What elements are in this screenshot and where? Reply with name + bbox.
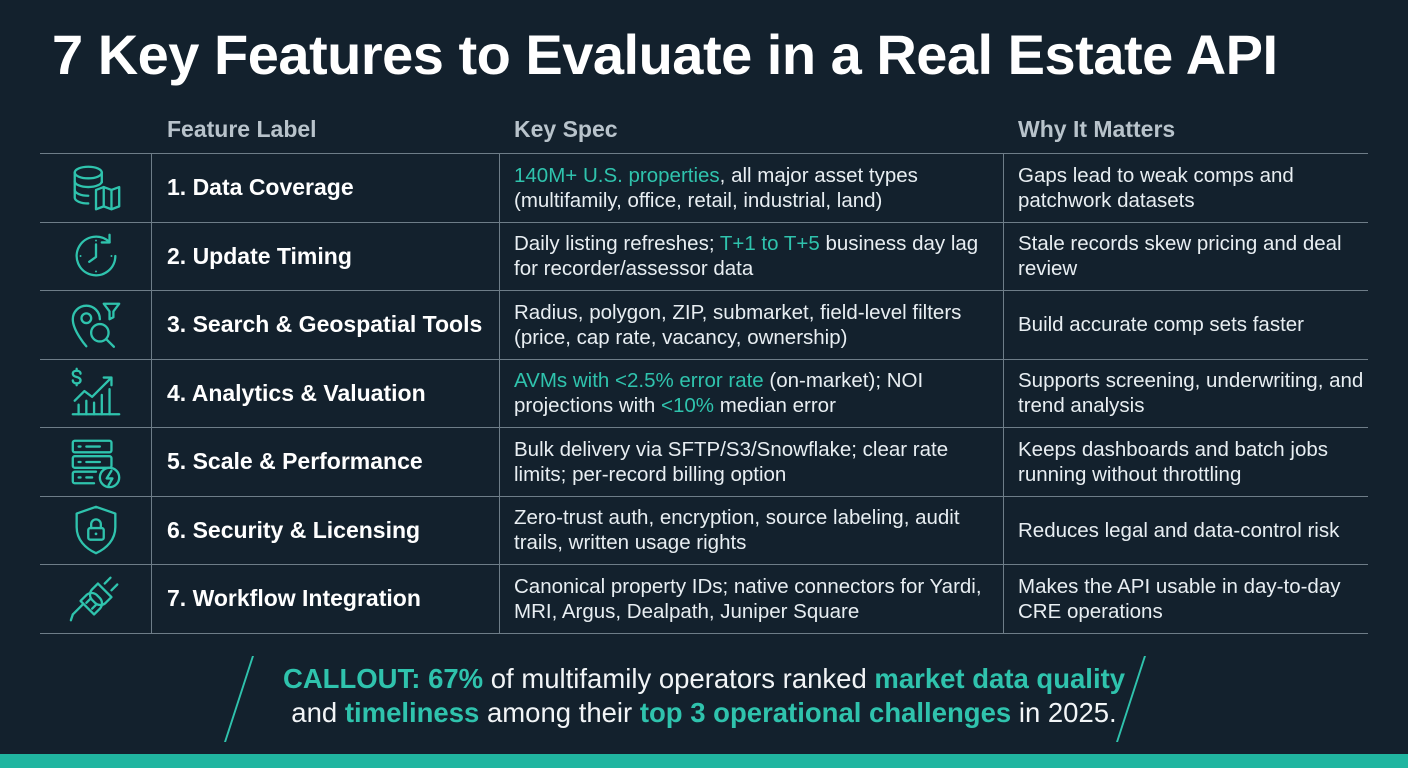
key-spec: Daily listing refreshes; T+1 to T+5 busi…: [500, 222, 1004, 290]
why-it-matters: Build accurate comp sets faster: [1018, 313, 1304, 337]
table-row: 6. Security & Licensing Zero-trust auth, …: [40, 496, 1368, 565]
key-spec: Radius, polygon, ZIP, submarket, field-l…: [500, 291, 1004, 359]
why-it-matters: Keeps dashboards and batch jobs running …: [1018, 437, 1329, 486]
table-row: 4. Analytics & Valuation AVMs with <2.5% …: [40, 359, 1368, 428]
clock-refresh-icon: [40, 222, 152, 290]
why-it-matters: Gaps lead to weak comps and patchwork da…: [1018, 163, 1294, 212]
why-it-matters: Makes the API usable in day-to-day CRE o…: [1018, 574, 1341, 623]
column-header-why: Why It Matters: [1018, 116, 1176, 142]
feature-label: 4. Analytics & Valuation: [152, 359, 500, 427]
analytics-chart-icon: [40, 359, 152, 427]
table-row: 3. Search & Geospatial Tools Radius, poly…: [40, 291, 1368, 360]
why-it-matters: Supports screening, underwriting, and tr…: [1018, 369, 1364, 418]
feature-label: 7. Workflow Integration: [152, 565, 500, 633]
column-header-spec: Key Spec: [514, 116, 618, 142]
feature-label: 3. Search & Geospatial Tools: [152, 291, 500, 359]
plug-connector-icon: [40, 565, 152, 633]
feature-label: 5. Scale & Performance: [152, 428, 500, 496]
key-spec: Bulk delivery via SFTP/S3/Snowflake; cle…: [500, 428, 1004, 496]
table-row: 2. Update Timing Daily listing refreshes;…: [40, 222, 1368, 291]
page-title: 7 Key Features to Evaluate in a Real Est…: [52, 23, 1278, 86]
feature-label: 1. Data Coverage: [152, 154, 500, 222]
why-it-matters: Stale records skew pricing and deal revi…: [1018, 232, 1342, 281]
table-header: Feature Label Key Spec Why It Matters: [0, 116, 1408, 146]
server-bolt-icon: [40, 428, 152, 496]
table-row: 5. Scale & Performance Bulk delivery via …: [40, 428, 1368, 497]
features-table: 1. Data Coverage 140M+ U.S. properties, a…: [40, 153, 1368, 634]
bottom-accent-bar: [0, 754, 1408, 768]
database-map-icon: [40, 154, 152, 222]
table-row: 7. Workflow Integration Canonical propert…: [40, 565, 1368, 634]
key-spec: 140M+ U.S. properties, all major asset t…: [500, 154, 1004, 222]
feature-label: 6. Security & Licensing: [152, 496, 500, 564]
feature-label: 2. Update Timing: [152, 222, 500, 290]
column-header-feature: Feature Label: [167, 116, 317, 142]
callout-text: CALLOUT: 67% of multifamily operators ra…: [282, 663, 1126, 728]
key-spec: Zero-trust auth, encryption, source labe…: [500, 496, 1004, 564]
key-spec: AVMs with <2.5% error rate (on-market); …: [500, 359, 1004, 427]
table-row: 1. Data Coverage 140M+ U.S. properties, a…: [40, 154, 1368, 223]
key-spec: Canonical property IDs; native connector…: [500, 565, 1004, 633]
shield-lock-icon: [40, 496, 152, 564]
why-it-matters: Reduces legal and data-control risk: [1018, 518, 1340, 542]
map-pin-search-icon: [40, 291, 152, 359]
